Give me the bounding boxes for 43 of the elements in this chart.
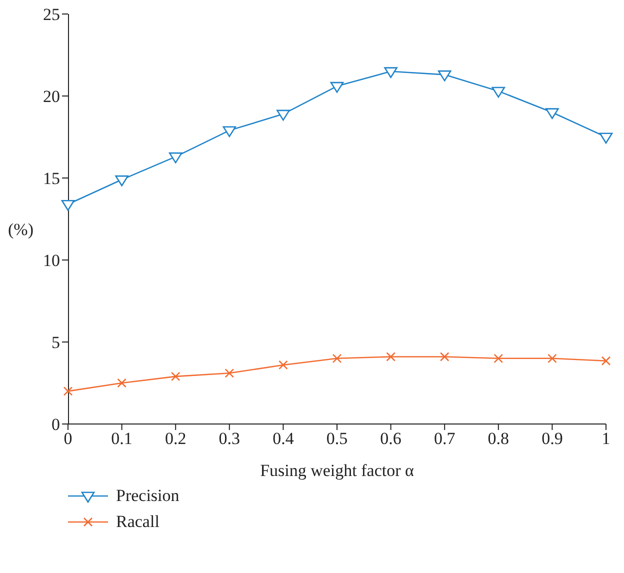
x-axis-title: Fusing weight factor α	[260, 461, 414, 480]
point	[170, 372, 180, 382]
x-tick-label: 0.1	[111, 429, 132, 448]
point	[546, 108, 559, 120]
x-tick-label: 1	[602, 429, 610, 448]
point	[492, 86, 506, 98]
point	[386, 352, 396, 362]
x-tick-label: 0.8	[488, 429, 510, 448]
point	[276, 110, 290, 121]
x-tick-label: 0.3	[218, 429, 240, 448]
point	[332, 354, 342, 364]
point	[440, 352, 450, 362]
x-tick-label: 0.4	[272, 429, 294, 448]
x-tick-label: 0.2	[164, 429, 186, 448]
point	[548, 354, 557, 364]
x-tick-label: 0	[64, 429, 72, 448]
point	[117, 378, 126, 388]
point	[330, 82, 344, 93]
point	[168, 152, 182, 164]
y-tick-label: 10	[43, 251, 60, 270]
point	[599, 132, 613, 144]
point	[222, 126, 236, 138]
x-tick-label: 0.6	[380, 429, 402, 448]
legend-label: Racall	[116, 512, 160, 532]
point	[224, 368, 234, 378]
y-tick-label: 15	[43, 169, 60, 188]
point	[278, 360, 288, 370]
y-tick-label: 25	[43, 5, 60, 24]
legend-label: Precision	[116, 486, 180, 506]
y-tick-label: 0	[52, 415, 60, 434]
point	[438, 70, 452, 82]
point	[115, 175, 128, 186]
y-tick-label: 20	[43, 87, 60, 106]
x-tick-label: 0.7	[434, 429, 456, 448]
y-tick-label: 5	[52, 333, 60, 352]
y-axis-title: (%)	[8, 220, 34, 240]
x-tick-label: 0.9	[542, 429, 563, 448]
point	[601, 356, 611, 366]
point	[63, 386, 73, 396]
point	[384, 67, 398, 78]
point	[494, 354, 504, 364]
x-tick-label: 0.5	[326, 429, 348, 448]
point	[61, 200, 75, 211]
